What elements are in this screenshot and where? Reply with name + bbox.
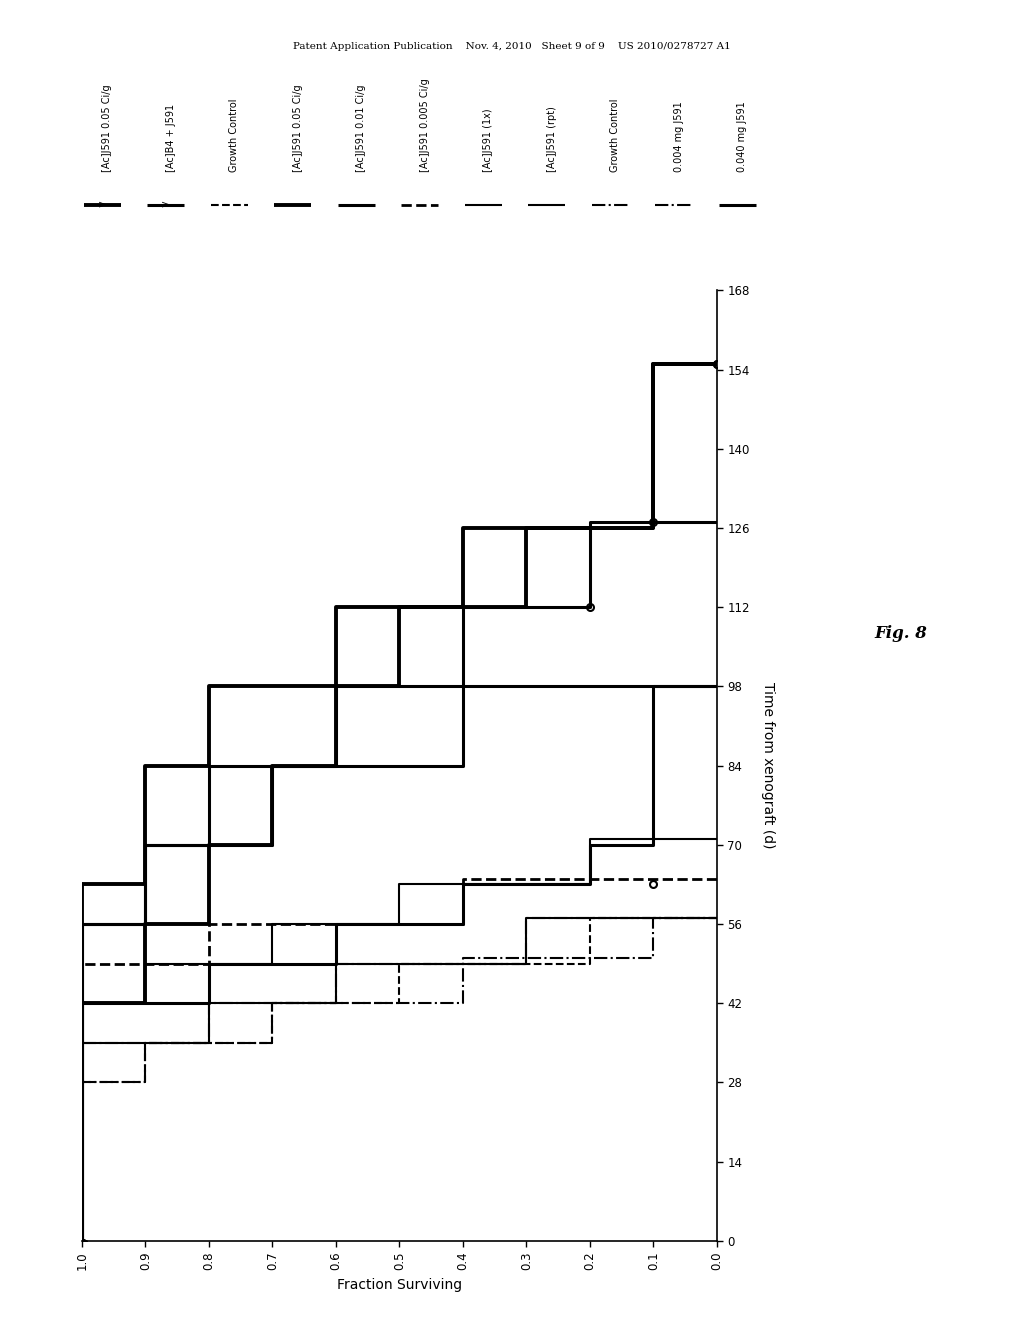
Text: >: > xyxy=(161,199,171,210)
Text: [Ac]B4 + J591: [Ac]B4 + J591 xyxy=(166,103,176,172)
Text: Patent Application Publication    Nov. 4, 2010   Sheet 9 of 9    US 2010/0278727: Patent Application Publication Nov. 4, 2… xyxy=(293,42,731,51)
Text: Fig. 8: Fig. 8 xyxy=(874,626,928,642)
Text: [Ac]J591 0.05 Ci/g: [Ac]J591 0.05 Ci/g xyxy=(102,84,113,172)
X-axis label: Fraction Surviving: Fraction Surviving xyxy=(337,1278,462,1292)
Text: [Ac]J591 0.01 Ci/g: [Ac]J591 0.01 Ci/g xyxy=(356,84,367,172)
Text: [Ac]J591 (1x): [Ac]J591 (1x) xyxy=(483,108,494,172)
Text: 0.004 mg J591: 0.004 mg J591 xyxy=(674,100,684,172)
Text: [Ac]J591 (rpt): [Ac]J591 (rpt) xyxy=(547,106,557,172)
Text: Growth Control: Growth Control xyxy=(229,98,240,172)
Text: [Ac]J591 0.005 Ci/g: [Ac]J591 0.005 Ci/g xyxy=(420,78,430,172)
Y-axis label: Time from xenograft (d): Time from xenograft (d) xyxy=(761,682,775,849)
Text: >: > xyxy=(97,199,108,210)
Text: [Ac]J591 0.05 Ci/g: [Ac]J591 0.05 Ci/g xyxy=(293,84,303,172)
Text: Growth Control: Growth Control xyxy=(610,98,621,172)
Text: 0.040 mg J591: 0.040 mg J591 xyxy=(737,100,748,172)
